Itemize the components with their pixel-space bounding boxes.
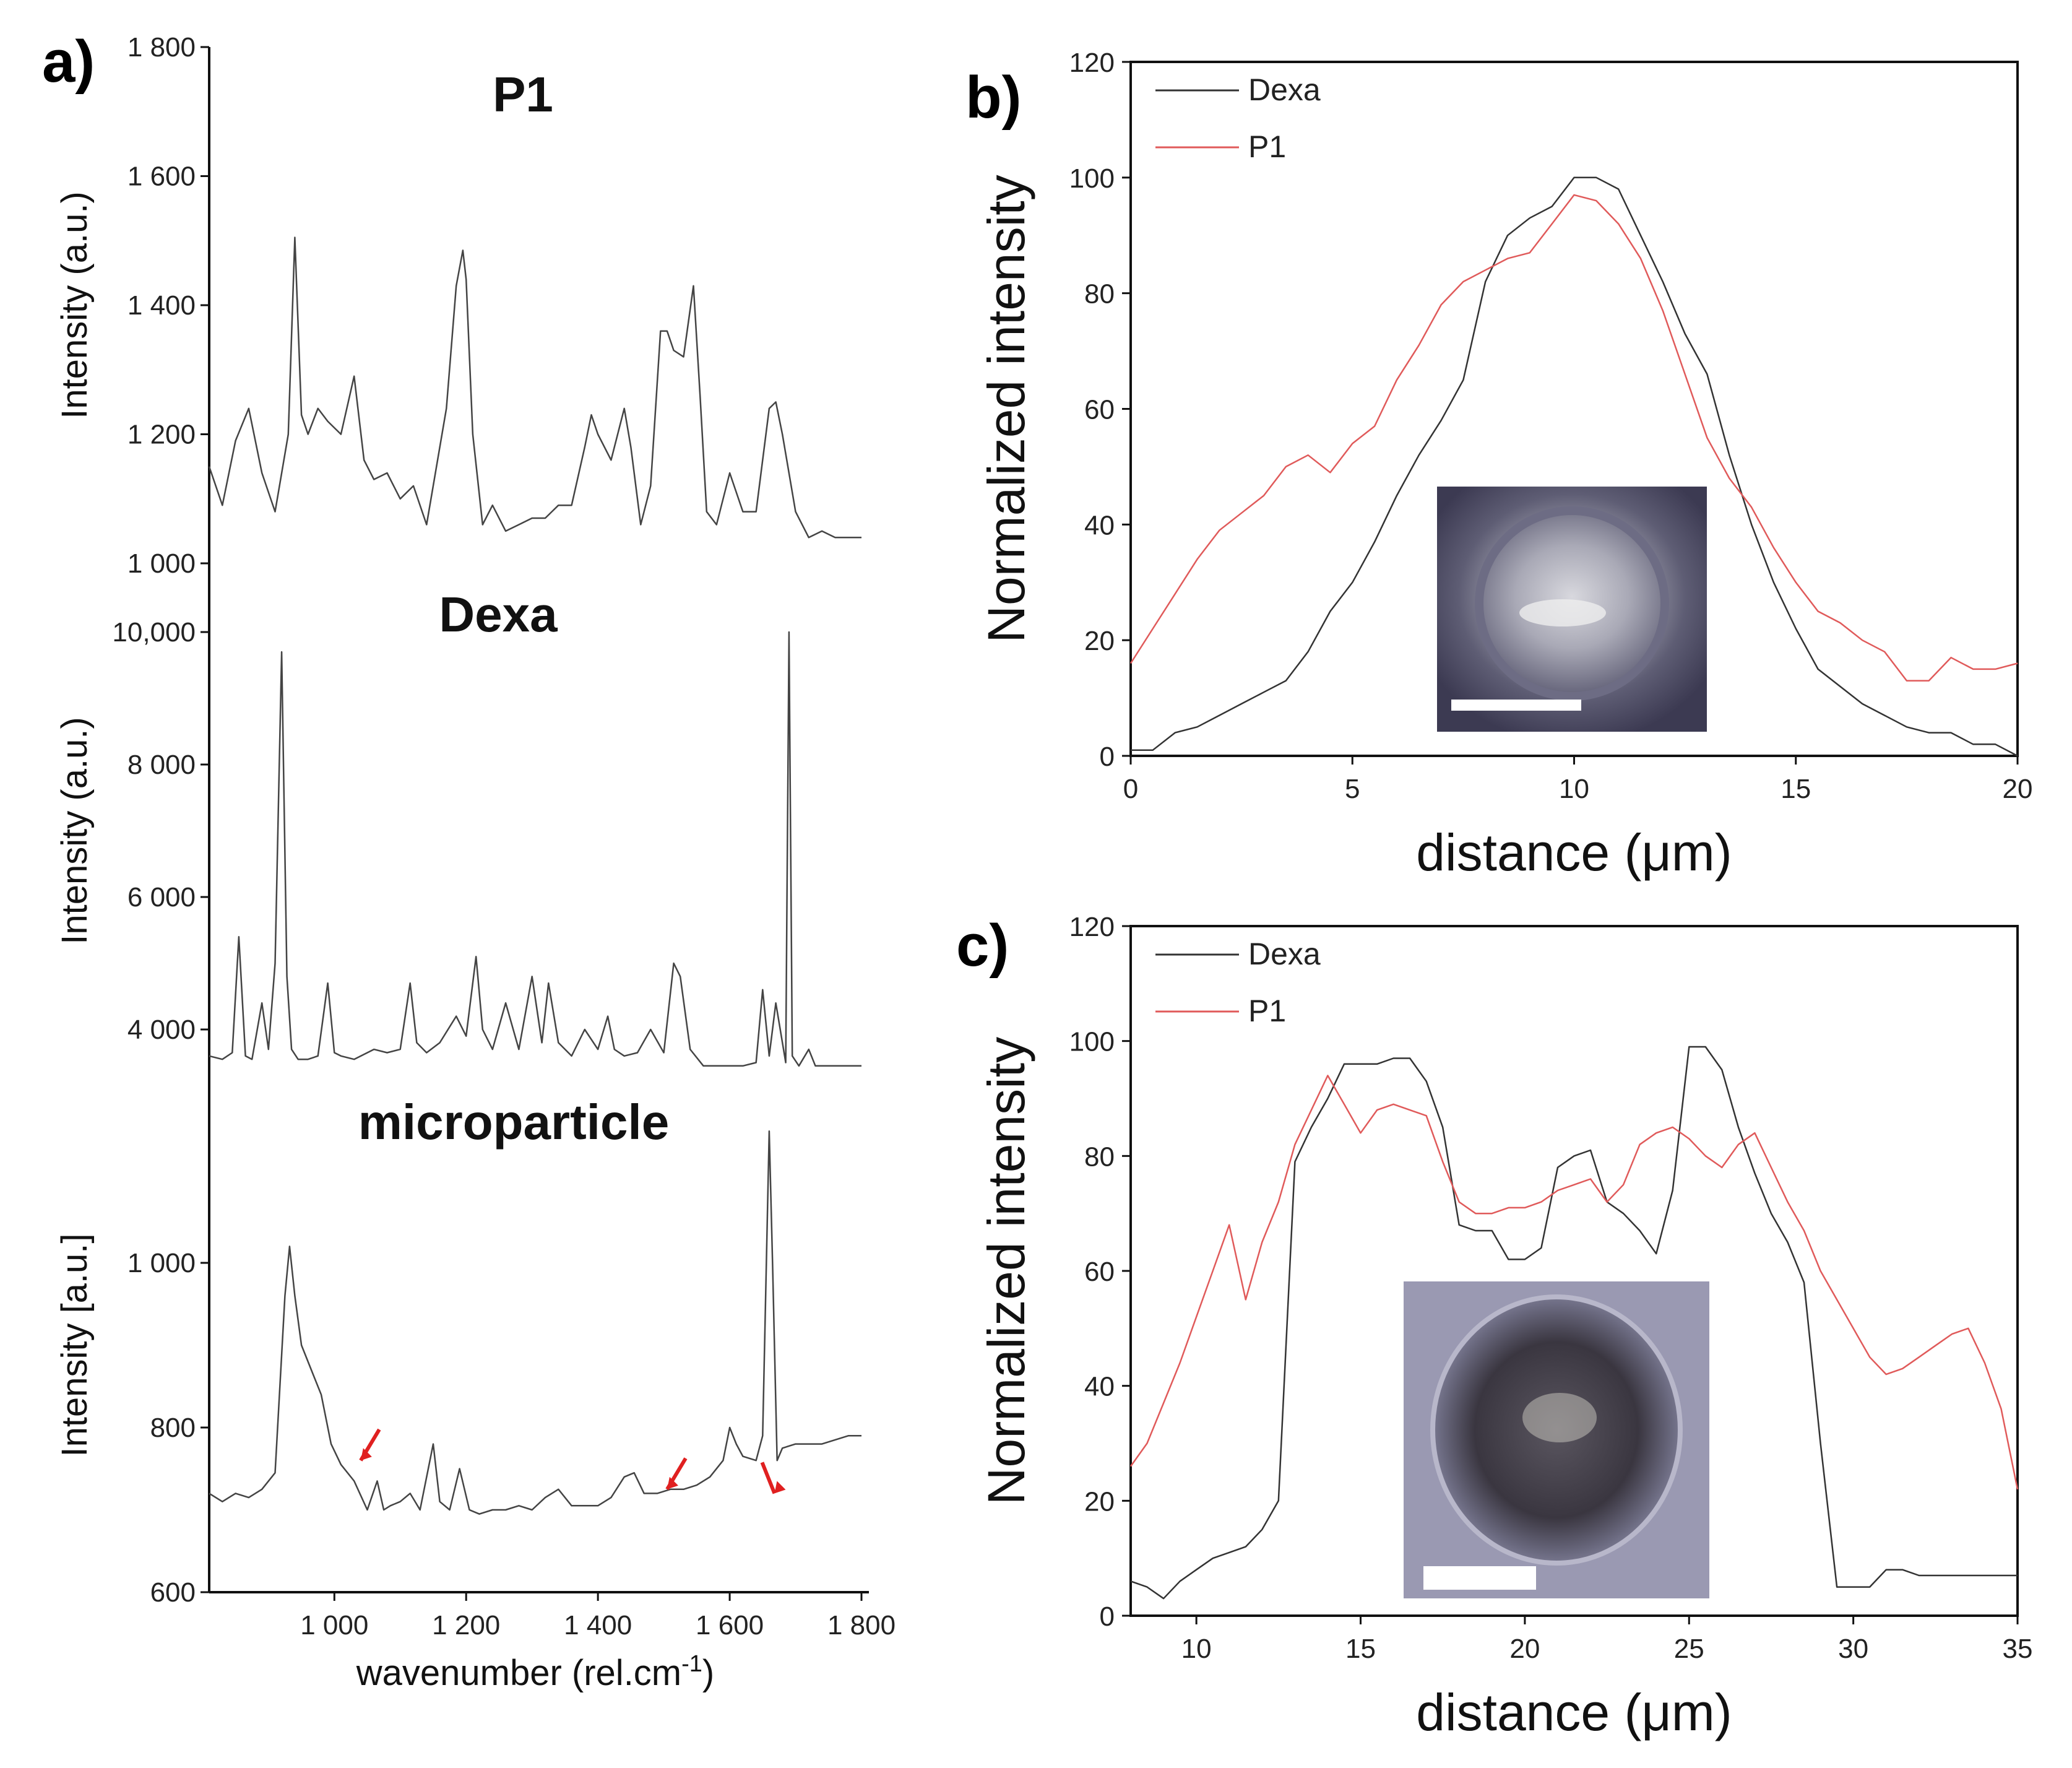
subplot-title: P1 xyxy=(493,67,553,122)
x-axis-label: distance (μm) xyxy=(1416,1683,1732,1741)
subplot-title: Dexa xyxy=(439,587,558,642)
y-tick-label: 600 xyxy=(150,1577,196,1608)
y-tick-label: 8 000 xyxy=(127,750,196,780)
y-tick-label: 100 xyxy=(1069,1027,1115,1057)
x-axis-label-sup: -1 xyxy=(681,1651,702,1677)
y-tick-label: 40 xyxy=(1084,510,1115,540)
red-arrowhead xyxy=(360,1448,372,1461)
x-tick-label: 10 xyxy=(1559,774,1589,804)
particle-highlight-b xyxy=(1519,599,1606,626)
x-tick-label: 5 xyxy=(1345,774,1360,804)
subplot-p1: P1 1 000 1 200 1 400 1 600 1 800 Intensity (a.… xyxy=(54,32,861,579)
x-tick-label: 1 600 xyxy=(696,1610,764,1640)
legend-label: Dexa xyxy=(1248,937,1321,971)
x-tick-label: 30 xyxy=(1838,1634,1868,1664)
panel-c: c) 0 20 40 60 80 100 120 10 15 20 25 30 35 Normalized… xyxy=(956,912,2032,1741)
y-axis-label: Normalized intensity xyxy=(977,175,1035,643)
y-tick-label: 1 400 xyxy=(127,290,196,321)
y-tick-label: 1 000 xyxy=(127,1248,196,1278)
subplot-dexa: Dexa 4 000 6 000 8 000 10,000 Intensity (a.u.… xyxy=(54,587,861,1067)
spectrum-line xyxy=(209,1130,861,1515)
subplot-title: microparticle xyxy=(358,1094,669,1150)
x-axis-label: wavenumber (rel.cm-1) xyxy=(356,1651,715,1693)
y-tick-label: 4 000 xyxy=(127,1015,196,1045)
red-arrowhead xyxy=(774,1481,786,1494)
chart-b: 0 20 40 60 80 100 120 0 5 10 15 20 Normalized intens… xyxy=(977,48,2032,882)
particle-c xyxy=(1430,1294,1683,1566)
y-axis-label: Normalized intensity xyxy=(977,1037,1035,1505)
y-tick-label: 60 xyxy=(1084,1257,1115,1287)
x-tick-label: 1 800 xyxy=(827,1610,896,1640)
red-arrowhead xyxy=(667,1476,678,1489)
y-tick-label: 80 xyxy=(1084,1142,1115,1172)
legend-label: P1 xyxy=(1248,994,1286,1028)
x-tick-label: 20 xyxy=(1509,1634,1540,1664)
x-tick-label: 1 200 xyxy=(432,1610,500,1640)
series-line-dexa xyxy=(1130,1046,2018,1600)
scale-bar-b xyxy=(1451,700,1581,711)
y-tick-label: 120 xyxy=(1069,912,1115,942)
x-tick-label: 1 000 xyxy=(300,1610,368,1640)
subplot-microparticle: microparticle 600 800 1 000 Intensity [a.u.]… xyxy=(54,1094,896,1693)
panel-a: a) P1 1 000 1 200 1 400 1 600 1 800 Intensity … xyxy=(42,28,896,1693)
panel-b: b) 0 20 40 60 80 100 120 0 5 10 15 20 Normalized int… xyxy=(965,48,2032,882)
scale-bar-c xyxy=(1423,1566,1536,1590)
x-tick-label: 0 xyxy=(1123,774,1138,804)
y-tick-label: 20 xyxy=(1084,626,1115,656)
series-line-p1 xyxy=(1129,194,2018,682)
chart-c: 0 20 40 60 80 100 120 10 15 20 25 30 35 Normalized in… xyxy=(977,912,2032,1741)
red-arrow xyxy=(760,1462,777,1494)
particle-outline-b xyxy=(1475,506,1669,701)
y-tick-label: 80 xyxy=(1084,279,1115,310)
legend-label: P1 xyxy=(1248,129,1286,164)
y-tick-label: 0 xyxy=(1100,742,1115,772)
y-tick-label: 800 xyxy=(150,1413,196,1443)
y-tick-label: 1 600 xyxy=(127,162,196,192)
y-tick-label: 1 200 xyxy=(127,420,196,450)
spectrum-line xyxy=(209,631,861,1067)
legend-label: Dexa xyxy=(1248,72,1321,107)
y-tick-label: 6 000 xyxy=(127,882,196,912)
particle-highlight-c xyxy=(1522,1393,1597,1442)
x-axis-label: distance (μm) xyxy=(1416,823,1732,882)
x-tick-label: 10 xyxy=(1181,1634,1212,1664)
x-tick-label: 35 xyxy=(2003,1634,2033,1664)
series-line-p1 xyxy=(1129,1075,2019,1490)
series-line-dexa xyxy=(1131,176,2018,757)
y-axis-label: Intensity [a.u.] xyxy=(54,1233,95,1457)
y-tick-label: 60 xyxy=(1084,395,1115,425)
panel-label-a: a) xyxy=(42,28,95,95)
spectrum-line xyxy=(208,236,861,539)
x-tick-label: 20 xyxy=(2003,774,2033,804)
y-tick-label: 40 xyxy=(1084,1372,1115,1402)
x-tick-label: 15 xyxy=(1345,1634,1376,1664)
y-tick-label: 20 xyxy=(1084,1486,1115,1517)
y-tick-label: 100 xyxy=(1069,163,1115,194)
y-tick-label: 0 xyxy=(1100,1601,1115,1632)
x-tick-label: 15 xyxy=(1781,774,1811,804)
x-tick-label: 1 400 xyxy=(564,1610,632,1640)
inset-micrograph-c xyxy=(1404,1281,1709,1598)
panel-label-c: c) xyxy=(956,912,1009,979)
y-tick-label: 1 800 xyxy=(127,32,196,63)
y-tick-label: 1 000 xyxy=(127,548,196,579)
y-axis-label: Intensity (a.u.) xyxy=(54,191,95,418)
inset-micrograph-b xyxy=(1437,487,1707,732)
x-axis-label-end: ) xyxy=(702,1653,714,1693)
y-tick-label: 10,000 xyxy=(112,617,196,648)
panel-label-b: b) xyxy=(965,64,1022,131)
y-tick-label: 120 xyxy=(1069,48,1115,78)
y-axis-label: Intensity (a.u.) xyxy=(54,717,95,944)
x-tick-label: 25 xyxy=(1674,1634,1704,1664)
x-axis-label-main: wavenumber (rel.cm xyxy=(356,1653,681,1693)
